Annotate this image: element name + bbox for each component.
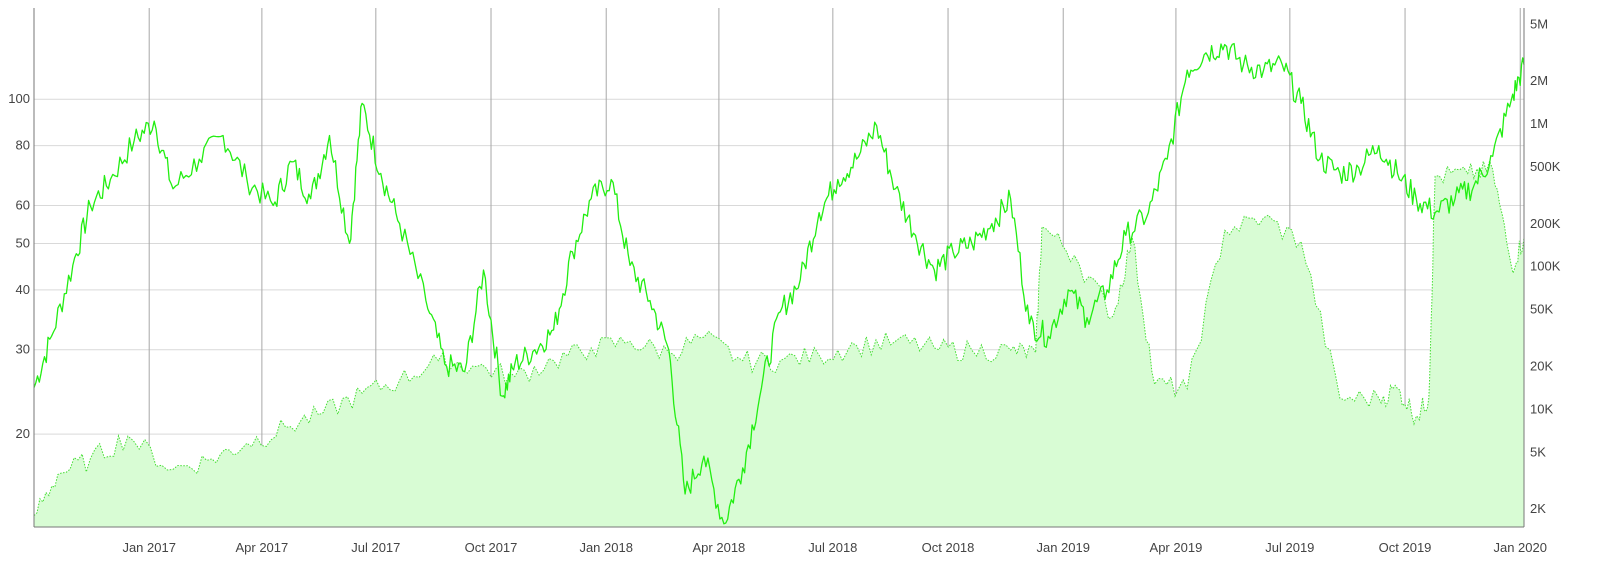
y-left-tick-100: 100 bbox=[8, 91, 30, 106]
y-left-tick-80: 80 bbox=[16, 138, 30, 153]
x-tick-jan-2018: Jan 2018 bbox=[579, 540, 633, 555]
y-right-tick-500K: 500K bbox=[1530, 159, 1561, 174]
x-tick-jan-2020: Jan 2020 bbox=[1493, 540, 1547, 555]
y-right-tick-100K: 100K bbox=[1530, 259, 1561, 274]
volume-area-fill bbox=[34, 161, 1524, 527]
y-left-tick-60: 60 bbox=[16, 198, 30, 213]
y-left-tick-50: 50 bbox=[16, 235, 30, 250]
volume-area-series bbox=[33, 159, 1525, 527]
y-right-tick-10K: 10K bbox=[1530, 401, 1553, 416]
y-left-tick-30: 30 bbox=[16, 342, 30, 357]
chart-axes bbox=[33, 8, 1525, 528]
y-right-tick-1M: 1M bbox=[1530, 116, 1548, 131]
y-right-tick-2M: 2M bbox=[1530, 73, 1548, 88]
x-tick-jan-2017: Jan 2017 bbox=[122, 540, 176, 555]
y-right-tick-200K: 200K bbox=[1530, 216, 1561, 231]
y-right-tick-20K: 20K bbox=[1530, 358, 1553, 373]
left-axis-tick-labels: 20 30 40 50 60 80 100 bbox=[8, 91, 30, 441]
price-line-series bbox=[33, 42, 1525, 525]
price-line bbox=[33, 42, 1525, 525]
y-right-tick-5M: 5M bbox=[1530, 16, 1548, 31]
x-tick-apr-2017: Apr 2017 bbox=[235, 540, 288, 555]
x-axis-tick-labels: Jan 2017 Apr 2017 Jul 2017 Oct 2017 Jan 2018… bbox=[122, 540, 1547, 555]
y-right-tick-5K: 5K bbox=[1530, 444, 1546, 459]
y-left-tick-40: 40 bbox=[16, 282, 30, 297]
x-tick-jul-2017: Jul 2017 bbox=[351, 540, 400, 555]
horizontal-gridlines bbox=[34, 98, 1524, 435]
x-tick-jul-2019: Jul 2019 bbox=[1265, 540, 1314, 555]
y-right-tick-2K: 2K bbox=[1530, 501, 1546, 516]
x-tick-oct-2018: Oct 2018 bbox=[922, 540, 975, 555]
x-tick-oct-2017: Oct 2017 bbox=[465, 540, 518, 555]
x-tick-apr-2018: Apr 2018 bbox=[693, 540, 746, 555]
x-tick-jan-2019: Jan 2019 bbox=[1036, 540, 1090, 555]
y-left-tick-20: 20 bbox=[16, 426, 30, 441]
x-tick-apr-2019: Apr 2019 bbox=[1150, 540, 1203, 555]
right-axis-tick-labels: 2K 5K 10K 20K 50K 100K 200K 500K 1M 2M 5M bbox=[1530, 16, 1561, 516]
x-tick-oct-2019: Oct 2019 bbox=[1379, 540, 1432, 555]
x-tick-jul-2018: Jul 2018 bbox=[808, 540, 857, 555]
volume-dotted-line bbox=[33, 159, 1525, 517]
y-right-tick-50K: 50K bbox=[1530, 302, 1553, 317]
